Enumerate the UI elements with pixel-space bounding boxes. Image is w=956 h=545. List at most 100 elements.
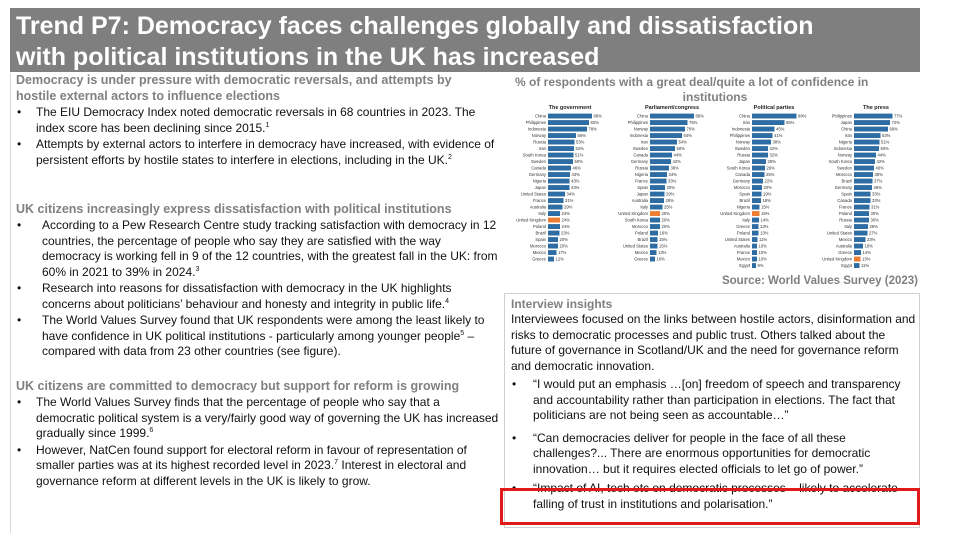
data-label: 24% [562,217,571,222]
page-title-line1: Trend P7: Democracy faces challenges glo… [16,12,814,40]
category-label: Germany [733,178,751,183]
bar [752,224,759,229]
chart-title: % of respondents with a great deal/quite… [515,75,915,104]
bar [650,126,685,132]
data-label: 29% [564,204,573,209]
bar [650,152,672,158]
bullet-text: Research into reasons for dissatisfactio… [42,281,452,311]
confidence-chart: % of respondents with a great deal/quite… [508,73,920,293]
interview-intro: Interviewees focused on the links betwee… [511,312,916,373]
data-label: 15% [659,237,668,242]
category-label: Morocco [530,243,547,248]
bullet-glyph: • [17,218,22,232]
data-label: 53% [576,139,585,144]
category-label: Greece [736,224,750,229]
bar [854,230,868,236]
bar [650,237,658,242]
category-label: Japan [739,159,751,164]
bar [548,120,589,125]
bar [854,113,893,119]
data-label: 32% [770,146,779,151]
bar [854,224,868,229]
highlight-rectangle [500,488,920,525]
data-label: 27% [869,230,878,235]
category-label: Italy [742,217,751,222]
category-label: Morocco [632,224,649,229]
data-label: 25% [766,172,775,177]
category-label: Brazil [740,198,751,203]
category-label: Russia [839,217,852,222]
bar [548,165,571,171]
category-label: Italy [538,211,547,216]
category-label: Canada [837,198,852,203]
data-label: 17% [558,250,567,255]
data-label: 20% [662,217,671,222]
category-label: Indonesia [834,146,853,151]
data-label: 30% [871,217,880,222]
bullet-text: According to a Pew Research Centre study… [42,218,498,279]
data-label: 11% [759,237,767,242]
footnote-ref: 2 [448,153,452,161]
section-heading-2: UK citizens increasingly express dissati… [16,202,452,216]
data-label: 13% [760,230,769,235]
bar [548,152,574,158]
footnote-ref: 6 [149,427,154,434]
bar [548,198,564,203]
data-label: 77% [894,113,903,118]
section-1-list: • The EIU Democracy Index noted democrati… [16,105,501,169]
data-label: 50% [677,146,686,151]
data-label: 72% [892,120,901,125]
bullet-glyph: • [17,313,22,327]
bar [548,159,573,164]
section-3-list: • The World Values Survey finds that the … [16,395,501,490]
category-label: South Korea [829,159,853,164]
bar [548,230,560,236]
bar [752,230,759,236]
category-label: Iran [641,139,649,144]
data-label: 65% [786,120,795,125]
bar [854,191,871,197]
category-label: Philippines [628,120,648,125]
category-label: Poland [533,224,547,229]
bar [752,198,761,203]
category-label: France [635,178,649,183]
bar [548,237,558,242]
interview-insights-box: Interview insights Interviewees focused … [504,293,920,528]
category-label: Poland [839,211,853,216]
data-label: 30% [871,211,880,216]
category-label: Norway [532,133,547,138]
bar [854,178,873,184]
list-item: • The World Values Survey finds that the … [16,395,501,442]
data-label: 78% [589,126,598,131]
bar [548,178,570,184]
category-label: Brazil [638,237,649,242]
bullet-text: The World Values Survey found that UK re… [42,313,485,343]
category-label: Egypt [739,263,751,268]
bar [854,243,863,249]
bullet-text: The EIU Democracy Index noted democratic… [36,105,476,135]
bar [752,250,757,255]
bar [650,120,688,125]
bullet-text: The World Values Survey finds that the p… [36,395,499,440]
data-label: 18% [763,198,772,203]
footnote-ref: 7 [334,459,339,466]
category-label: Nigeria [839,139,853,144]
bar [752,146,768,151]
data-label: 33% [872,191,881,196]
section-heading-1: Democracy is under pressure with democra… [16,73,452,104]
data-label: 42% [673,159,682,164]
data-label: 20% [560,237,569,242]
bar [650,217,660,223]
list-item: • According to a Pew Research Centre stud… [16,218,501,280]
category-label: Norway [634,126,649,131]
bar [854,250,861,255]
data-label: 34% [669,172,678,177]
bar [854,152,876,158]
category-label: United States [827,230,852,235]
data-label: 40% [876,165,885,170]
category-label: Iran [539,146,547,151]
category-label: Germany [529,172,547,177]
category-label: Canada [531,165,546,170]
data-label: 32% [770,152,779,157]
category-label: Italy [640,204,649,209]
